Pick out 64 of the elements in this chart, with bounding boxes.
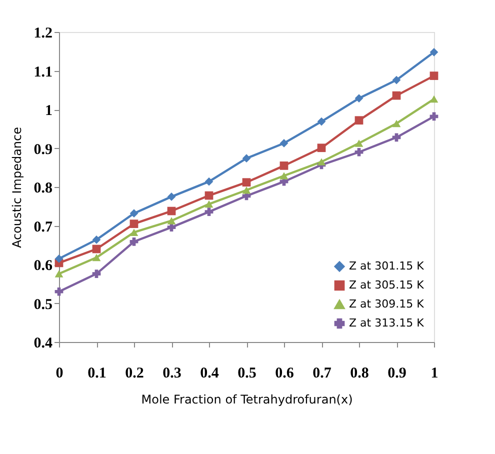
- point: [92, 254, 101, 262]
- point: [167, 206, 176, 216]
- point: [430, 95, 438, 103]
- point: [130, 237, 138, 246]
- point: [130, 209, 138, 218]
- x-tick-label: 0.7: [312, 366, 332, 382]
- point: [280, 172, 288, 180]
- point: [167, 217, 176, 224]
- x-tick-label: 0.9: [388, 366, 406, 382]
- y-tick-label: 0.5: [34, 296, 52, 313]
- point: [242, 178, 251, 187]
- point: [317, 144, 326, 152]
- point: [204, 208, 214, 216]
- point: [92, 270, 101, 278]
- point: [354, 140, 364, 147]
- y-tick-label: 1.2: [34, 26, 52, 42]
- point: [392, 120, 401, 128]
- point: [354, 148, 364, 156]
- point: [354, 116, 364, 125]
- x-tick-label: 0.6: [275, 366, 294, 382]
- y-tick-label: 1.1: [34, 64, 52, 80]
- y-tick-label: 1: [45, 103, 52, 119]
- legend-label: Z at 301.15 K: [349, 260, 425, 272]
- point: [54, 270, 64, 278]
- point: [54, 287, 64, 296]
- point: [392, 76, 401, 84]
- x-tick-label: 0.2: [125, 366, 144, 382]
- point: [317, 117, 326, 126]
- legend-label: Z at 305.15 K: [349, 278, 425, 292]
- point: [430, 72, 438, 80]
- point: [92, 236, 101, 244]
- point: [392, 91, 401, 100]
- x-tick-label: 0.3: [162, 366, 182, 382]
- x-tick-label: 0.1: [88, 366, 106, 382]
- point: [354, 94, 364, 102]
- y-tick-label: 0.7: [34, 219, 53, 236]
- x-tick-label: 0.8: [350, 366, 369, 382]
- point: [430, 48, 438, 56]
- point: [280, 162, 288, 170]
- point: [54, 254, 64, 263]
- point: [130, 228, 138, 236]
- point: [392, 133, 401, 142]
- point: [92, 244, 101, 254]
- point: [204, 177, 214, 186]
- y-tick-label: 0.6: [34, 258, 53, 274]
- y-tick-label: 0.4: [34, 336, 53, 352]
- x-tick-label: 0.4: [200, 366, 220, 382]
- y-axis-title: Acoustic Impedance: [10, 126, 24, 248]
- point: [167, 192, 176, 201]
- legend-label: Z at 309.15 K: [349, 298, 425, 310]
- point: [280, 139, 288, 148]
- x-tick-label: 0: [56, 366, 64, 382]
- point: [242, 154, 251, 163]
- point: [317, 158, 326, 166]
- y-tick-label: 0.8: [34, 180, 52, 196]
- point: [204, 200, 214, 208]
- legend-label: Z at 313.15 K: [349, 316, 425, 330]
- point: [242, 186, 251, 194]
- point: [204, 191, 214, 200]
- x-tick-label: 1: [430, 366, 438, 382]
- x-tick-label: 0.5: [238, 366, 256, 382]
- x-axis-title: Mole Fraction of Tetrahydrofuran(x): [141, 392, 353, 406]
- point: [130, 220, 138, 228]
- y-tick-label: 0.9: [34, 142, 52, 158]
